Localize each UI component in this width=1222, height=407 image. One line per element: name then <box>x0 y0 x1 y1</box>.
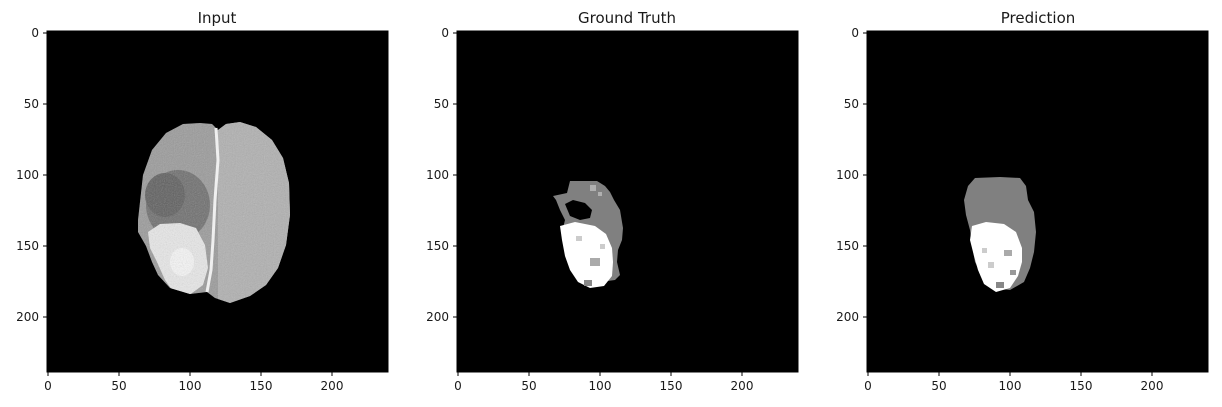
image-area <box>457 31 798 372</box>
mri-brain-image <box>138 122 290 303</box>
y-tick-label: 200 <box>836 310 859 324</box>
panel-ground-truth: Ground Truth 0 50 100 150 200 0 50 <box>426 9 799 393</box>
x-axis-ticks: 0 50 100 150 200 <box>864 372 1163 393</box>
panel-input: Input 0 50 100 <box>16 9 389 393</box>
x-tick-label: 0 <box>454 379 462 393</box>
segmentation-mask <box>964 177 1036 292</box>
x-axis-ticks: 0 50 100 150 200 <box>44 372 343 393</box>
y-axis-ticks: 0 50 100 150 200 <box>16 26 47 324</box>
x-tick-label: 200 <box>1141 379 1164 393</box>
panel-title: Ground Truth <box>578 9 676 27</box>
x-tick-label: 0 <box>44 379 52 393</box>
y-tick-label: 50 <box>24 97 39 111</box>
panel-title: Prediction <box>1001 9 1076 27</box>
x-tick-label: 100 <box>589 379 612 393</box>
x-tick-label: 200 <box>321 379 344 393</box>
y-tick-label: 50 <box>844 97 859 111</box>
y-tick-label: 150 <box>836 239 859 253</box>
y-tick-label: 200 <box>426 310 449 324</box>
x-axis-ticks: 0 50 100 150 200 <box>454 372 753 393</box>
y-tick-label: 0 <box>851 26 859 40</box>
panel-title: Input <box>198 9 237 27</box>
x-tick-label: 200 <box>731 379 754 393</box>
image-area <box>867 31 1208 372</box>
y-tick-label: 150 <box>426 239 449 253</box>
y-tick-label: 100 <box>426 168 449 182</box>
x-tick-label: 0 <box>864 379 872 393</box>
y-tick-label: 50 <box>434 97 449 111</box>
x-tick-label: 100 <box>999 379 1022 393</box>
y-tick-label: 100 <box>16 168 39 182</box>
y-tick-label: 0 <box>441 26 449 40</box>
x-tick-label: 150 <box>660 379 683 393</box>
x-tick-label: 50 <box>111 379 126 393</box>
x-tick-label: 100 <box>179 379 202 393</box>
y-axis-ticks: 0 50 100 150 200 <box>426 26 457 324</box>
y-axis-ticks: 0 50 100 150 200 <box>836 26 867 324</box>
segmentation-mask <box>553 181 623 288</box>
y-tick-label: 200 <box>16 310 39 324</box>
y-tick-label: 150 <box>16 239 39 253</box>
x-tick-label: 150 <box>250 379 273 393</box>
panel-prediction: Prediction 0 50 100 150 200 0 50 100 150… <box>836 9 1209 393</box>
x-tick-label: 150 <box>1070 379 1093 393</box>
y-tick-label: 100 <box>836 168 859 182</box>
y-tick-label: 0 <box>31 26 39 40</box>
x-tick-label: 50 <box>931 379 946 393</box>
x-tick-label: 50 <box>521 379 536 393</box>
